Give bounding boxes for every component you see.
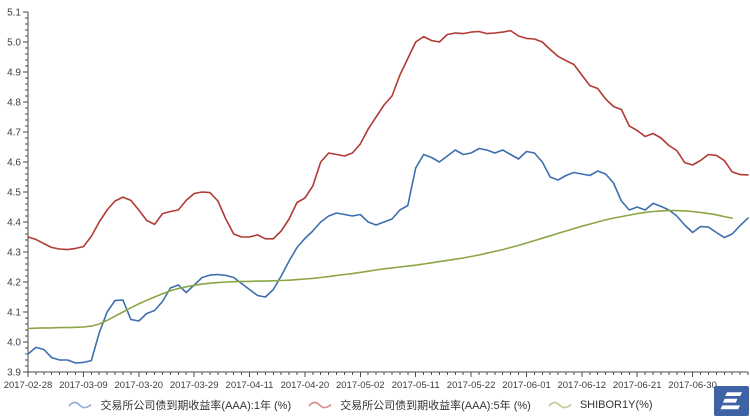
legend-label-aaa-1y: 交易所公司债到期收益率(AAA):1年 (%) <box>100 400 292 412</box>
svg-text:2017-06-12: 2017-06-12 <box>557 380 606 391</box>
svg-text:2017-04-20: 2017-04-20 <box>281 380 330 391</box>
svg-text:2017-06-01: 2017-06-01 <box>502 380 551 391</box>
svg-text:5.0: 5.0 <box>7 38 21 49</box>
svg-text:2017-03-20: 2017-03-20 <box>114 380 163 391</box>
svg-text:2017-04-11: 2017-04-11 <box>226 380 274 391</box>
svg-text:2017-06-30: 2017-06-30 <box>668 380 717 391</box>
svg-text:2017-05-22: 2017-05-22 <box>447 380 496 391</box>
green-wave-icon <box>548 401 572 408</box>
svg-text:4.9: 4.9 <box>7 68 21 79</box>
svg-text:2017-05-02: 2017-05-02 <box>336 380 385 391</box>
legend-item-aaa-1y[interactable]: 交易所公司债到期收益率(AAA):1年 (%) <box>67 397 291 413</box>
legend-label-shibor1y: SHIBOR1Y(%) <box>579 399 653 411</box>
svg-text:2017-05-11: 2017-05-11 <box>392 380 440 391</box>
svg-text:5.1: 5.1 <box>7 8 21 19</box>
svg-text:2017-02-28: 2017-02-28 <box>4 380 53 391</box>
svg-text:4.4: 4.4 <box>7 218 21 229</box>
red-wave-icon <box>308 401 332 408</box>
svg-text:4.7: 4.7 <box>7 128 21 139</box>
svg-text:4.5: 4.5 <box>7 188 21 199</box>
legend: 交易所公司债到期收益率(AAA):1年 (%) 交易所公司债到期收益率(AAA)… <box>0 397 750 413</box>
legend-item-aaa-5y[interactable]: 交易所公司债到期收益率(AAA):5年 (%) <box>307 397 531 413</box>
svg-text:2017-06-21: 2017-06-21 <box>613 380 662 391</box>
svg-text:3.9: 3.9 <box>7 368 21 379</box>
svg-text:4.6: 4.6 <box>7 158 21 169</box>
svg-text:4.1: 4.1 <box>7 308 21 319</box>
eastmoney-logo <box>714 386 749 416</box>
legend-label-aaa-5y: 交易所公司债到期收益率(AAA):5年 (%) <box>340 400 531 412</box>
blue-wave-icon <box>68 401 93 408</box>
legend-item-shibor1y[interactable]: SHIBOR1Y(%) <box>547 399 653 411</box>
svg-text:4.0: 4.0 <box>7 338 21 349</box>
svg-text:4.3: 4.3 <box>7 248 21 259</box>
svg-text:2017-03-09: 2017-03-09 <box>59 380 108 391</box>
svg-text:4.2: 4.2 <box>7 278 21 289</box>
svg-text:4.8: 4.8 <box>7 98 21 109</box>
svg-text:2017-03-29: 2017-03-29 <box>170 380 219 391</box>
